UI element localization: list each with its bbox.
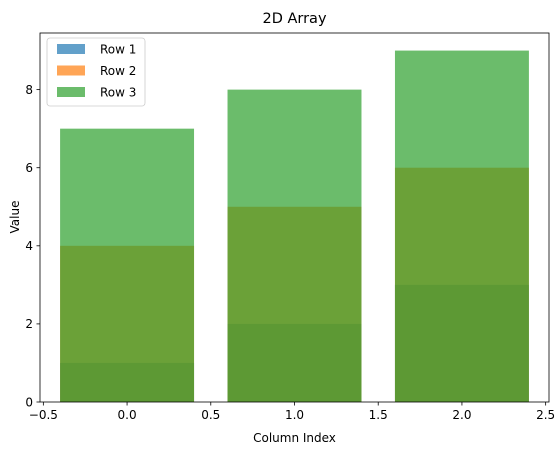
x-tick-label: 0.5 [201,408,220,422]
y-tick-label: 0 [25,395,33,409]
legend-swatch-row-1 [57,44,85,54]
legend-label-row-3: Row 3 [100,86,136,100]
legend-swatch-row-2 [57,65,85,76]
bar-row-3-col-2 [394,50,529,402]
x-tick-label: −0.5 [29,408,58,422]
y-tick-label: 8 [25,83,33,97]
x-axis-ticks: −0.5 0.0 0.5 1.0 1.5 2.0 2.5 [29,402,555,422]
y-tick-label: 2 [25,317,33,331]
bars-layer [60,50,529,402]
y-axis-ticks: 0 2 4 6 8 [25,83,40,409]
legend: Row 1 Row 2 Row 3 [46,37,146,107]
x-tick-label: 2.0 [452,408,471,422]
y-tick-label: 6 [25,161,33,175]
x-axis-label: Column Index [253,431,336,445]
bar-row-3-col-1 [227,89,362,402]
legend-swatch-row-3 [57,87,85,97]
x-tick-label: 2.5 [536,408,555,422]
x-tick-label: 0.0 [118,408,137,422]
legend-label-row-2: Row 2 [100,64,136,78]
x-tick-label: 1.0 [285,408,304,422]
y-axis-label: Value [8,201,22,234]
chart-title: 2D Array [262,11,326,27]
legend-label-row-1: Row 1 [100,43,136,57]
x-tick-label: 1.5 [369,408,388,422]
y-tick-label: 4 [25,239,33,253]
bar-row-3-col-0 [60,128,195,402]
